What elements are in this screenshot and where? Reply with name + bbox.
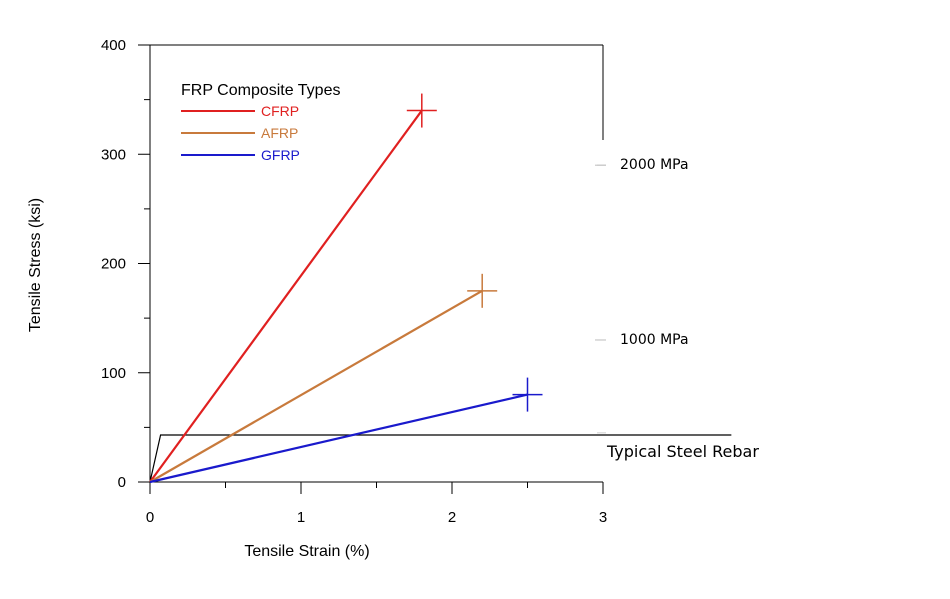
- secondary-axis-ticks: 2000 MPa 1000 MPa: [595, 157, 689, 434]
- series-line-afrp: [149, 289, 483, 483]
- series-lines: Typical Steel Rebar: [149, 93, 759, 484]
- x-tick-label: 0: [146, 509, 154, 526]
- legend-title: FRP Composite Types: [181, 82, 340, 99]
- legend-label-afrp: AFRP: [261, 125, 298, 141]
- x-axis-ticks: 0 1 2 3: [146, 482, 607, 526]
- y-axis-title: Tensile Stress (ksi): [27, 198, 44, 332]
- series-line-gfrp: [149, 393, 528, 484]
- legend-label-cfrp: CFRP: [261, 103, 299, 119]
- x-tick-label: 2: [448, 509, 456, 526]
- y-tick-label: 0: [118, 474, 126, 491]
- steel-rebar-line: [149, 434, 732, 483]
- y-tick-label: 200: [101, 256, 126, 273]
- x-axis-title: Tensile Strain (%): [244, 543, 369, 560]
- mpa-annotation: 2000 MPa: [620, 157, 689, 173]
- x-tick-label: 3: [599, 509, 607, 526]
- y-tick-label: 400: [101, 37, 126, 54]
- y-axis-ticks: 0 100 200 300 400: [101, 37, 150, 491]
- legend: FRP Composite Types CFRP AFRP GFRP: [181, 82, 340, 163]
- y-tick-label: 300: [101, 146, 126, 163]
- y-tick-label: 100: [101, 365, 126, 382]
- legend-label-gfrp: GFRP: [261, 147, 300, 163]
- mpa-annotation: 1000 MPa: [620, 332, 689, 348]
- x-tick-label: 1: [297, 509, 305, 526]
- series-line-cfrp: [149, 109, 423, 483]
- steel-rebar-label: Typical Steel Rebar: [606, 442, 759, 461]
